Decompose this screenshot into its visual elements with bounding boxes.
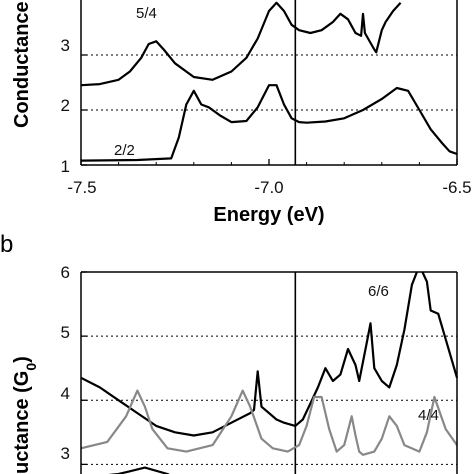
a-ytick-label: 3	[61, 36, 70, 55]
b-ytick-label: 3	[61, 444, 70, 463]
a-ytick-label: 1	[61, 157, 70, 176]
panel-b: b 3 4 5 6 uctance (G0) 6/6 4/4	[0, 231, 459, 474]
a-ytick-label: 2	[61, 96, 70, 115]
a-xtick-label: -7.5	[67, 178, 96, 197]
a-x-axis-label: Energy (eV)	[213, 204, 324, 226]
panel-a-x-ticks: -7.5 -7.0 -6.5	[67, 178, 471, 197]
panel-b-y-ticks: 3 4 5 6	[61, 263, 70, 463]
a-xtick-label: -6.5	[442, 178, 471, 197]
b-series-line-6-6	[81, 272, 459, 437]
b-ytick-label: 4	[61, 384, 70, 403]
a-series-line-5-4	[81, 1, 402, 87]
a-xtick-label: -7.0	[254, 178, 283, 197]
panel-a-axes	[80, 0, 458, 166]
panel-a-y-ticks: 1 2 3	[61, 36, 70, 176]
b-series-line-4-4	[81, 389, 458, 456]
b-ytick-label: 5	[61, 323, 70, 342]
panel-a: 1 2 3 -7.5 -7.0 -6.5 Energy (eV) Conduct…	[11, 0, 472, 226]
b-y-axis-label: uctance (G0)	[11, 356, 39, 474]
annotation-5-4: 5/4	[136, 5, 157, 22]
panel-b-letter: b	[0, 231, 13, 258]
panel-b-series	[81, 272, 459, 474]
a-y-axis-label: Conductance	[11, 1, 33, 128]
b-series-line-extra-2	[108, 466, 170, 474]
annotation-6-6: 6/6	[368, 283, 389, 300]
panel-a-series	[81, 1, 458, 162]
b-ytick-label: 6	[61, 263, 70, 282]
annotation-4-4: 4/4	[418, 407, 439, 424]
panel-b-axes	[80, 271, 458, 474]
a-series-line-2-2	[81, 84, 458, 162]
annotation-2-2: 2/2	[114, 142, 135, 159]
